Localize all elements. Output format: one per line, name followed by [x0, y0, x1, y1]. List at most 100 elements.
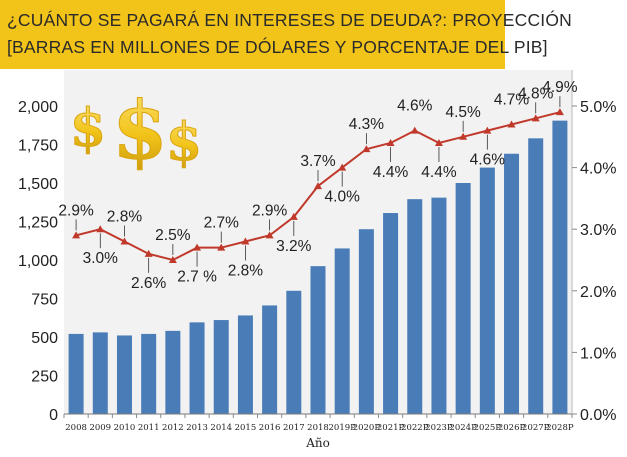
bar [286, 290, 302, 414]
data-label: 4.4% [373, 164, 409, 181]
y-tick-label: 250 [31, 369, 58, 386]
bar [92, 332, 108, 414]
y-tick-label: 1,500 [18, 176, 58, 193]
bar [358, 229, 374, 414]
bar [310, 266, 326, 414]
data-label: 2.9% [58, 202, 94, 219]
data-label: 2.9% [252, 202, 288, 219]
bar [455, 183, 471, 414]
data-label: 4.3% [349, 116, 385, 133]
data-label: 4.4% [421, 164, 457, 181]
data-label: 2.7% [204, 215, 240, 232]
y-tick-label: 1,250 [18, 215, 58, 232]
x-tick-label: 2008 [65, 423, 87, 433]
y-tick-label: 1,000 [18, 253, 58, 270]
bar [237, 315, 253, 414]
bar [528, 138, 544, 414]
x-tick-label: 2011 [138, 423, 160, 433]
x-tick-label: 2010 [114, 423, 136, 433]
bar [262, 305, 278, 414]
data-label: 4.9% [542, 79, 578, 96]
data-label: 2.8% [228, 263, 264, 280]
dollar-sign-icon: $ [112, 83, 168, 177]
y-tick-label: 2,000 [18, 99, 58, 116]
line-marker [168, 256, 177, 263]
y-tick-label: 750 [31, 292, 58, 309]
data-label: 2.7 % [177, 269, 217, 286]
data-label: 4.6% [397, 98, 433, 115]
bar [213, 320, 229, 414]
bar [116, 335, 132, 414]
line-marker [531, 114, 540, 122]
y-tick-label: 500 [31, 330, 58, 347]
dollar-signs-decoration: $ $$ [69, 83, 202, 178]
y2-tick-label: 4.0% [580, 161, 616, 178]
line-marker [241, 237, 250, 245]
x-tick-label: 2015 [235, 423, 257, 433]
bar [189, 322, 205, 414]
line-marker [507, 120, 516, 128]
bar [141, 333, 157, 414]
data-label: 2.8% [107, 209, 143, 226]
data-label: 3.7% [300, 153, 336, 170]
line-marker [434, 138, 443, 146]
line-marker [483, 126, 492, 134]
line-marker [96, 225, 105, 233]
y2-tick-label: 1.0% [580, 345, 616, 362]
dollar-sign-icon: $ [166, 112, 202, 173]
bar [334, 248, 350, 414]
bar [68, 333, 84, 414]
x-axis-title: Año [305, 436, 330, 450]
x-tick-label: 2025P [474, 423, 502, 433]
data-label: 4.8% [518, 85, 554, 102]
data-label: 3.2% [276, 238, 312, 255]
bar [407, 199, 423, 414]
line-marker [386, 138, 395, 146]
x-tick-label: 2020P [353, 423, 381, 433]
data-label: 2.5% [155, 227, 191, 244]
dollar-sign-icon: $ [70, 98, 106, 159]
axes: 0 250 500 750 1,000 1,250 1,500 1,750 2,000 0.0% 1… [18, 70, 616, 450]
y2-tick-label: 3.0% [580, 222, 616, 239]
line-marker [410, 126, 419, 134]
x-tick-label: 2024P [449, 423, 477, 433]
line-marker [265, 231, 274, 239]
x-tick-label: 2009 [89, 423, 111, 433]
y-tick-label: 0 [49, 407, 58, 424]
line-marker [120, 237, 129, 245]
x-tick-label: 2027P [522, 423, 550, 433]
data-label: 4.5% [445, 104, 481, 121]
data-label: 2.6% [131, 275, 167, 292]
bar [479, 167, 495, 414]
line-marker [338, 163, 347, 171]
chart-title-line2: [BARRAS EN MILLONES DE DÓLARES Y PORCENT… [7, 37, 548, 57]
line-marker [459, 132, 468, 140]
line-marker [289, 212, 298, 220]
x-tick-label: 2012 [162, 423, 184, 433]
data-label: 4.0% [325, 189, 361, 206]
y2-tick-label: 2.0% [580, 284, 616, 301]
bar [165, 330, 181, 414]
bar [431, 197, 447, 414]
bar [383, 213, 399, 414]
x-tick-label: 2017 [283, 423, 305, 433]
x-tick-label: 2022P [401, 423, 429, 433]
line-marker [72, 231, 81, 239]
chart-title-line1: ¿CUÁNTO SE PAGARÁ EN INTERESES DE DEUDA?… [7, 10, 572, 30]
x-tick-label: 2016 [259, 423, 281, 433]
line-marker [362, 145, 371, 153]
line-series: 2.9% 3.0% 2.8% 2.6% 2.5% 2.7 % 2.7% 2.8% 2.9% 3.2… [58, 79, 577, 292]
bar [504, 153, 520, 415]
x-tick-label: 2013 [186, 423, 208, 433]
line-marker [314, 182, 322, 190]
line-marker [144, 249, 153, 257]
line-marker [555, 108, 564, 116]
y2-tick-label: 5.0% [580, 99, 616, 116]
title-banner: ¿CUÁNTO SE PAGARÁ EN INTERESES DE DEUDA?… [0, 0, 572, 69]
data-label: 4.6% [470, 152, 506, 169]
x-tick-label: 2014 [210, 423, 232, 433]
data-label: 3.0% [83, 250, 119, 267]
x-tick-label: 2021P [377, 423, 405, 433]
y2-tick-label: 0.0% [580, 407, 616, 424]
